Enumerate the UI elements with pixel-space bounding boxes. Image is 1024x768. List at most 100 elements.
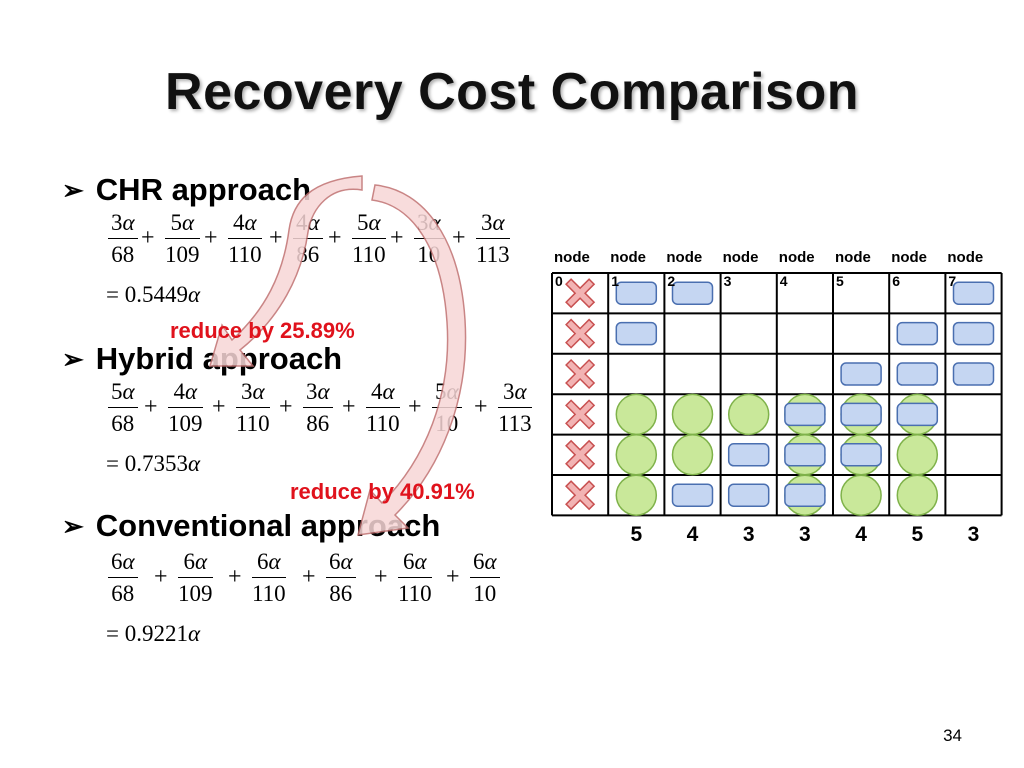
numerator: 3α <box>476 210 510 239</box>
node-header-number: 7 <box>948 273 957 289</box>
data-block <box>952 321 995 346</box>
plus-sign: + <box>228 564 242 590</box>
data-block <box>727 483 770 507</box>
failed-block-icon <box>565 399 596 430</box>
denominator: 113 <box>476 242 510 267</box>
fraction: 6α 110 <box>252 549 286 607</box>
plus-sign: + <box>452 225 466 251</box>
column-count: 3 <box>967 523 980 546</box>
data-block <box>952 362 995 386</box>
node-header-label: node <box>610 249 647 266</box>
plus-sign: + <box>328 225 342 251</box>
plus-sign: + <box>390 225 404 251</box>
denominator: 68 <box>111 581 135 606</box>
fraction: 6α 110 <box>398 549 432 607</box>
plus-sign: + <box>408 394 422 420</box>
node-header-label: node <box>778 249 815 266</box>
fraction: 3α 113 <box>476 210 510 268</box>
numerator: 6α <box>252 549 286 578</box>
fraction: 5α 110 <box>352 210 386 268</box>
arrow-chr-to-hybrid <box>208 175 363 367</box>
denominator: 110 <box>236 411 270 436</box>
parity-block <box>896 434 939 476</box>
denominator: 68 <box>111 242 135 267</box>
denominator: 86 <box>306 411 330 436</box>
numerator: 5α <box>165 210 200 239</box>
column-count: 3 <box>742 523 755 546</box>
data-block <box>840 402 882 427</box>
denominator: 68 <box>111 411 135 436</box>
node-header-label: node <box>554 249 590 266</box>
data-block <box>784 402 826 427</box>
data-block <box>952 281 995 305</box>
denominator: 113 <box>498 411 532 436</box>
numerator: 5α <box>352 210 386 239</box>
denominator: 110 <box>366 411 400 436</box>
column-count: 5 <box>630 523 643 546</box>
parity-block <box>671 393 714 436</box>
failed-block-icon <box>565 358 596 390</box>
numerator: 3α <box>108 210 138 239</box>
bullet-arrow-icon: ➢ <box>62 510 84 541</box>
bullet-chr-label: CHR approach <box>95 172 312 207</box>
denominator: 109 <box>178 581 213 606</box>
reduce-annotation-40: reduce by 40.91% <box>290 479 475 504</box>
plus-sign: + <box>269 225 283 251</box>
fraction: 4α 109 <box>168 379 203 437</box>
denominator: 110 <box>398 581 432 606</box>
failed-block-icon <box>565 278 596 309</box>
data-block <box>615 281 658 305</box>
numerator: 3α <box>303 379 333 408</box>
fraction: 3α 86 <box>303 379 333 437</box>
data-block <box>727 443 770 467</box>
fraction: 6α 109 <box>178 549 213 607</box>
failed-block-icon <box>565 439 596 470</box>
plus-sign: + <box>342 394 356 420</box>
numerator: 4α <box>168 379 203 408</box>
equation-result: = 0.5449α <box>106 282 201 307</box>
denominator: 109 <box>168 411 203 436</box>
failed-block-icon <box>565 318 596 349</box>
failed-block-icon <box>565 480 596 511</box>
denominator: 10 <box>473 581 497 606</box>
bullet-arrow-icon: ➢ <box>62 343 84 374</box>
node-header-label: node <box>947 249 984 266</box>
fraction: 6α 68 <box>108 549 138 607</box>
parity-block <box>727 393 770 436</box>
numerator: 3α <box>236 379 270 408</box>
plus-sign: + <box>144 394 158 420</box>
plus-sign: + <box>374 564 388 590</box>
plus-sign: + <box>302 564 316 590</box>
parity-block <box>896 474 939 516</box>
equation-result: = 0.9221α <box>106 621 201 646</box>
node-header-label: node <box>722 249 759 266</box>
node-header-label: node <box>666 249 703 266</box>
arrow-chr-to-conventional <box>356 184 467 536</box>
plus-sign: + <box>446 564 460 590</box>
node-header-number: 5 <box>836 273 844 289</box>
fraction: 3α 113 <box>498 379 532 437</box>
slide-number: 34 <box>943 726 962 745</box>
numerator: 6α <box>178 549 213 578</box>
numerator: 6α <box>326 549 356 578</box>
plus-sign: + <box>154 564 168 590</box>
parity-block <box>840 474 882 516</box>
plus-sign: + <box>212 394 226 420</box>
fraction: 6α 10 <box>470 549 500 607</box>
data-block <box>671 281 714 305</box>
numerator: 6α <box>398 549 432 578</box>
node-header-label: node <box>891 249 928 266</box>
fraction: 3α 110 <box>236 379 270 437</box>
node-header-number: 2 <box>667 273 676 289</box>
plus-sign: + <box>474 394 488 420</box>
numerator: 4α <box>228 210 262 239</box>
fraction: 6α 86 <box>326 549 356 607</box>
denominator: 110 <box>228 242 262 267</box>
node-header-label: node <box>835 249 871 266</box>
denominator: 110 <box>252 581 286 606</box>
data-block <box>840 362 882 386</box>
node-header-number: 6 <box>892 273 900 289</box>
data-block <box>615 321 658 346</box>
